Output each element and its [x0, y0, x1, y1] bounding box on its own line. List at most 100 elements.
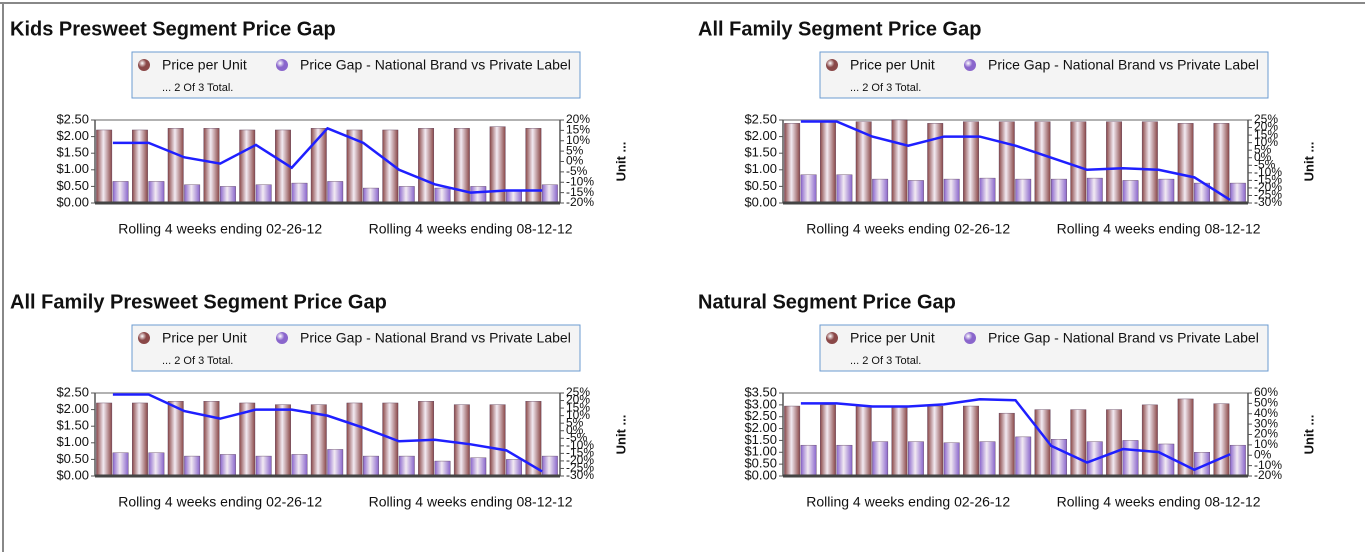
bar: [418, 128, 435, 204]
y-tick-label: $0.00: [744, 194, 777, 209]
y-tick-label: $0.50: [56, 178, 89, 193]
y2-tick-label: 15%: [1254, 127, 1278, 141]
bar: [167, 128, 184, 204]
bar: [1141, 404, 1158, 477]
bar: [872, 441, 889, 477]
y-tick-label: $1.50: [744, 432, 777, 447]
x-tick-label: Rolling 4 weeks ending 02-26-12: [806, 221, 1010, 237]
x-tick-label: Rolling 4 weeks ending 08-12-12: [369, 494, 573, 510]
bar: [891, 405, 908, 477]
y2-tick-label: 25%: [566, 385, 590, 399]
bar: [112, 181, 129, 204]
y2-axis-title: Unit ...: [613, 415, 628, 455]
y-tick-label: $0.00: [56, 194, 89, 209]
y2-tick-label: -20%: [566, 195, 594, 209]
bar: [1051, 178, 1067, 204]
y2-tick-label: -10%: [566, 174, 594, 188]
y2-axis-title: Unit ...: [1301, 415, 1316, 455]
legend-icon: [964, 59, 976, 71]
y2-tick-label: 5%: [566, 143, 584, 157]
bar: [489, 404, 506, 477]
y2-tick-label: 60%: [1254, 385, 1278, 399]
legend-icon: [826, 332, 838, 344]
y2-tick-label: -5%: [566, 430, 588, 444]
legend-label: Price Gap - National Brand vs Private La…: [300, 57, 571, 73]
bar: [131, 402, 148, 477]
bar: [1051, 439, 1067, 477]
bar: [800, 444, 817, 477]
y2-tick-label: 50%: [1254, 396, 1278, 410]
y-tick-label: $0.00: [744, 467, 777, 482]
bar: [1213, 403, 1230, 477]
y-tick-label: $0.50: [744, 178, 777, 193]
bar: [1229, 182, 1246, 204]
y-tick-label: $1.50: [56, 418, 89, 433]
legend-icon: [826, 59, 838, 71]
legend-label: Price per Unit: [162, 330, 247, 346]
legend-label: Price Gap - National Brand vs Private La…: [988, 330, 1259, 346]
bar: [255, 184, 272, 204]
x-tick-label: Rolling 4 weeks ending 02-26-12: [118, 221, 322, 237]
y-tick-label: $2.00: [744, 128, 777, 143]
y2-axis-title: Unit ...: [613, 142, 628, 182]
y2-tick-label: 5%: [1254, 142, 1272, 156]
y2-tick-label: -20%: [1254, 180, 1282, 194]
y2-tick-label: -20%: [1254, 468, 1282, 482]
y2-tick-label: -10%: [566, 438, 594, 452]
legend-label: Price Gap - National Brand vs Private La…: [300, 330, 571, 346]
bar: [255, 455, 272, 477]
y2-tick-label: 10%: [566, 133, 590, 147]
bar: [418, 401, 435, 477]
bar: [1122, 180, 1139, 204]
bar: [434, 460, 451, 477]
line-series: [112, 393, 543, 473]
bar: [1015, 436, 1032, 477]
bar: [346, 402, 363, 477]
y2-tick-label: -25%: [1254, 188, 1282, 202]
bar: [96, 402, 113, 477]
bar: [1034, 121, 1051, 204]
bar: [291, 182, 308, 204]
bar: [1070, 121, 1087, 204]
legend-icon: [276, 59, 288, 71]
legend-label: Price Gap - National Brand vs Private La…: [988, 57, 1259, 73]
y2-tick-label: -25%: [566, 461, 594, 475]
bar: [1015, 178, 1032, 204]
y2-tick-label: 5%: [566, 415, 584, 429]
legend-icon: [276, 332, 288, 344]
y2-axis-title: Unit ...: [1301, 142, 1316, 182]
bar: [525, 401, 542, 477]
bar: [203, 128, 220, 204]
bar: [820, 404, 836, 477]
line-series: [112, 126, 543, 194]
bar: [1070, 409, 1087, 477]
legend-label: Price per Unit: [162, 57, 247, 73]
y2-tick-label: 0%: [566, 154, 584, 168]
bar: [167, 401, 184, 477]
y-tick-label: $2.50: [56, 111, 89, 126]
legend-icon: [138, 59, 150, 71]
bar: [203, 401, 220, 477]
y2-tick-label: 20%: [566, 112, 590, 126]
bar: [219, 186, 236, 204]
bar: [963, 405, 979, 477]
chart-title: Kids Presweet Segment Price Gap: [10, 18, 336, 40]
y2-tick-label: -10%: [1254, 458, 1282, 472]
x-tick-label: Rolling 4 weeks ending 08-12-12: [1057, 221, 1261, 237]
legend-note: ... 2 Of 3 Total.: [162, 82, 233, 94]
y-tick-label: $2.00: [744, 420, 777, 435]
bar: [275, 404, 291, 477]
bar: [148, 181, 165, 204]
legend-box: [819, 51, 1269, 99]
bar: [1177, 123, 1194, 204]
bar: [927, 123, 944, 204]
y-tick-label: $0.00: [56, 467, 89, 482]
bar: [148, 452, 165, 477]
bar: [820, 121, 836, 204]
y2-tick-label: -15%: [1254, 173, 1282, 187]
bar: [800, 174, 817, 204]
bar: [979, 177, 996, 204]
legend-label: Price per Unit: [850, 330, 935, 346]
y2-tick-label: -20%: [566, 453, 594, 467]
x-tick-label: Rolling 4 weeks ending 02-26-12: [806, 494, 1010, 510]
